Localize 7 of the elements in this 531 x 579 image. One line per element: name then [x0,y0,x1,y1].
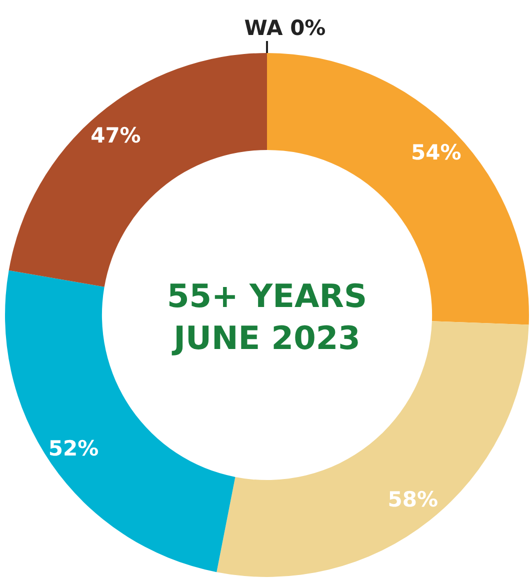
data-label: 52% [48,436,99,461]
text: 55+ YEARS [167,277,367,315]
data-label: 47% [90,124,141,148]
category-label: WA 0% [244,16,326,40]
data-label: 54% [411,140,462,164]
data-label: 58% [388,487,438,512]
text: JUNE 2023 [172,319,360,357]
